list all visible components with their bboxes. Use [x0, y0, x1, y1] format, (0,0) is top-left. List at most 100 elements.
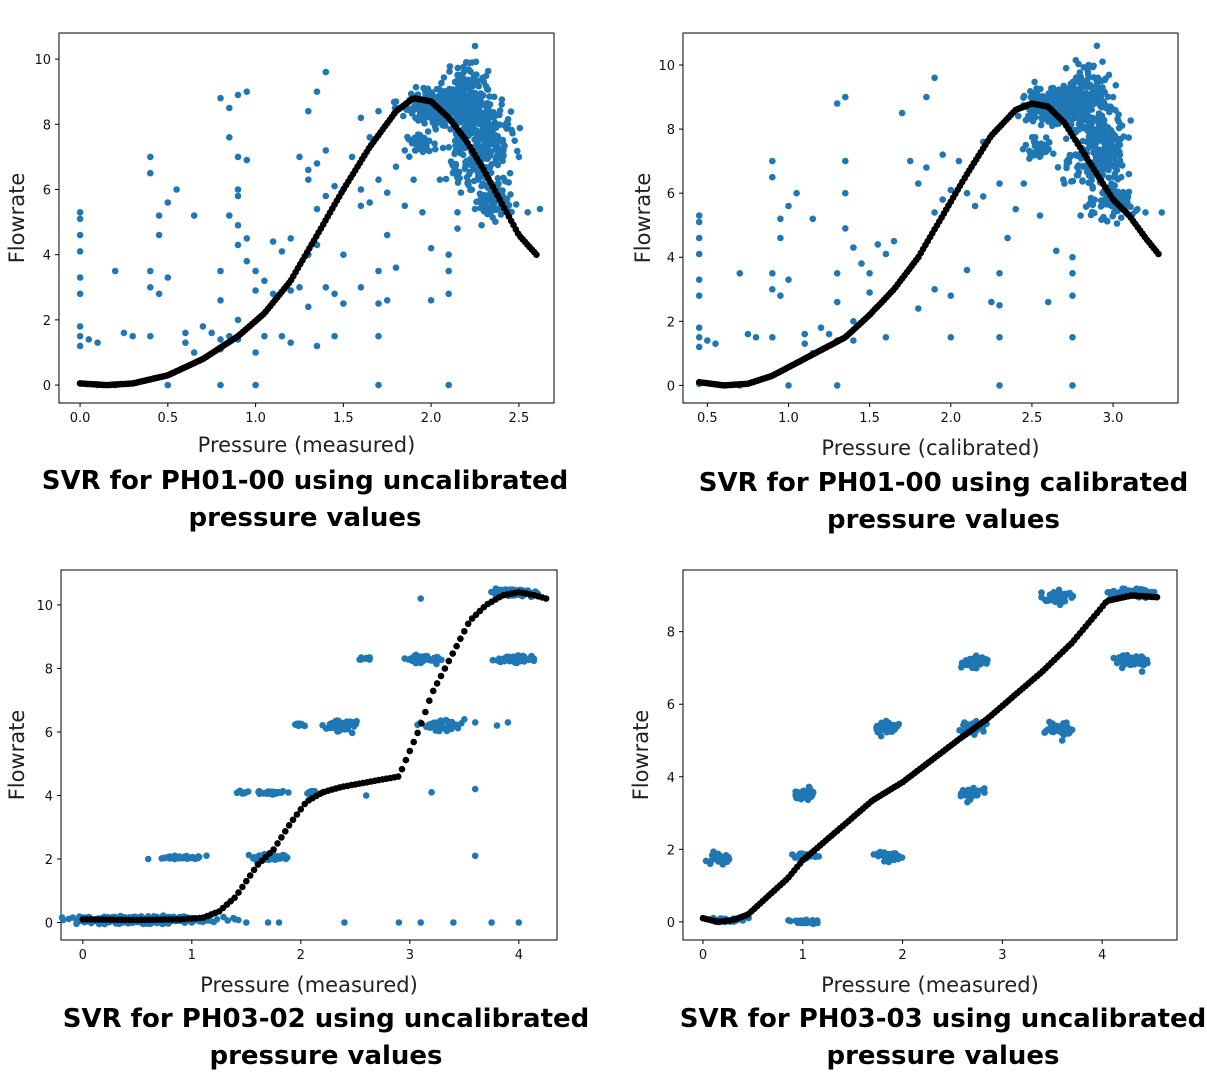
chart-1-caption: SVR for PH01-00 using uncalibrated press… — [0, 463, 610, 537]
data-point — [1087, 105, 1094, 112]
data-point — [494, 722, 501, 729]
data-point — [165, 382, 172, 389]
data-point — [1090, 138, 1097, 145]
data-point — [477, 192, 484, 199]
data-point — [306, 789, 313, 796]
data-point — [1063, 65, 1070, 72]
data-point — [488, 132, 495, 139]
data-point — [1068, 594, 1075, 601]
data-point — [239, 790, 246, 797]
x-tick-label: 1 — [799, 948, 807, 963]
data-point — [1004, 235, 1011, 242]
data-point — [1071, 81, 1078, 88]
chart-4-caption-line1: SVR for PH03-03 using uncalibrated — [600, 1001, 1207, 1038]
x-tick-label: 1 — [188, 948, 196, 963]
fit-point — [274, 840, 281, 847]
data-point — [458, 189, 465, 196]
data-point — [1028, 150, 1035, 157]
data-point — [314, 206, 321, 213]
data-point — [235, 222, 242, 229]
y-axis-label: Flowrate — [5, 710, 29, 801]
data-point — [696, 324, 703, 331]
data-point — [881, 852, 888, 859]
fit-point — [403, 757, 410, 764]
chart-4-caption: SVR for PH03-03 using uncalibrated press… — [600, 1001, 1207, 1075]
y-tick-label: 8 — [43, 118, 51, 133]
x-tick-label: 1.0 — [245, 411, 266, 426]
data-point — [156, 291, 163, 298]
data-point — [960, 787, 967, 794]
data-point — [1110, 183, 1117, 190]
data-point — [996, 180, 1003, 187]
data-point — [458, 150, 465, 157]
data-point — [475, 128, 482, 135]
data-point — [323, 193, 330, 200]
data-point — [358, 186, 365, 193]
data-point — [384, 232, 391, 239]
x-tick-label: 4 — [1098, 948, 1106, 963]
data-point — [428, 789, 435, 796]
data-point — [1077, 212, 1084, 219]
data-point — [808, 794, 815, 801]
data-point — [842, 190, 849, 197]
y-tick-label: 2 — [45, 853, 53, 868]
data-point — [516, 919, 523, 926]
data-point — [527, 655, 534, 662]
data-point — [276, 789, 283, 796]
x-axis-label: Pressure (measured) — [200, 973, 418, 997]
fit-point — [438, 673, 445, 680]
data-point — [507, 191, 514, 198]
data-point — [1037, 150, 1044, 157]
data-point — [474, 97, 481, 104]
data-point — [422, 89, 429, 96]
chart-2-caption-line1: SVR for PH01-00 using calibrated — [600, 465, 1207, 502]
data-point — [486, 93, 493, 100]
data-point — [341, 724, 348, 731]
data-point — [1069, 254, 1076, 261]
data-point — [323, 147, 330, 154]
data-point — [220, 914, 227, 921]
data-point — [1122, 660, 1129, 667]
fit-point — [399, 766, 406, 773]
data-point — [517, 125, 524, 132]
data-point — [473, 71, 480, 78]
data-point — [1042, 728, 1049, 735]
fit-point — [543, 595, 550, 602]
plot-area — [61, 570, 557, 940]
data-point — [842, 225, 849, 232]
data-point — [785, 276, 792, 283]
data-point — [200, 323, 207, 330]
data-point — [1038, 589, 1045, 596]
data-point — [794, 789, 801, 796]
data-point — [287, 235, 294, 242]
data-point — [235, 317, 242, 324]
data-point — [375, 268, 382, 275]
data-point — [493, 153, 500, 160]
data-point — [769, 174, 776, 181]
data-point — [147, 333, 154, 340]
data-point — [482, 112, 489, 119]
data-point — [208, 330, 215, 337]
data-point — [505, 116, 512, 123]
data-point — [405, 656, 412, 663]
data-point — [1073, 74, 1080, 81]
data-point — [269, 791, 276, 798]
data-point — [305, 304, 312, 311]
data-point — [516, 154, 523, 161]
data-point — [871, 851, 878, 858]
data-point — [1115, 118, 1122, 125]
data-point — [347, 719, 354, 726]
data-point — [340, 300, 347, 307]
data-point — [184, 855, 191, 862]
data-point — [1069, 270, 1076, 277]
data-point — [842, 158, 849, 165]
data-point — [458, 720, 465, 727]
data-point — [1083, 125, 1090, 132]
y-tick-label: 4 — [45, 789, 53, 804]
y-tick-label: 10 — [34, 53, 51, 68]
data-point — [1074, 164, 1081, 171]
data-point — [413, 84, 420, 91]
data-point — [340, 251, 347, 258]
data-point — [777, 292, 784, 299]
data-point — [349, 730, 356, 737]
